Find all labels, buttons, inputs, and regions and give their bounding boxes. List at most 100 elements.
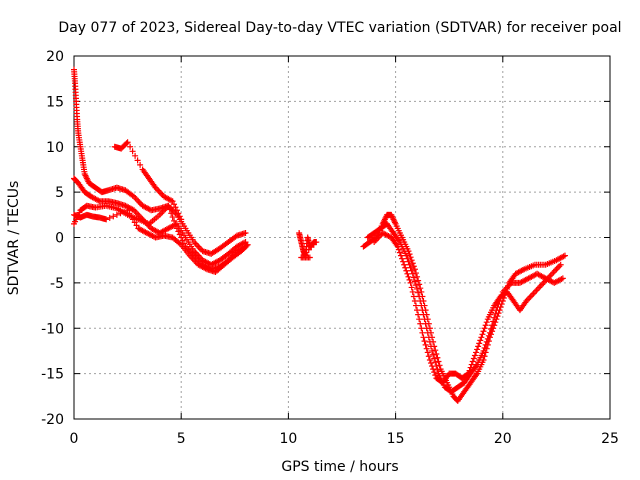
data-point: [434, 354, 441, 361]
series-track-f: [296, 229, 320, 261]
data-point: [412, 270, 419, 277]
data-point: [400, 258, 407, 265]
data-point: [403, 252, 410, 259]
data-point: [179, 237, 186, 244]
data-point: [404, 255, 411, 262]
data-point: [134, 157, 141, 164]
data-point: [475, 343, 482, 350]
data-point: [405, 258, 412, 265]
data-point: [480, 347, 487, 354]
data-point: [481, 325, 488, 332]
data-point: [132, 152, 139, 159]
data-point: [423, 345, 430, 352]
data-point: [435, 358, 442, 365]
data-point: [430, 366, 437, 373]
data-point: [436, 362, 443, 369]
data-point: [397, 252, 404, 259]
data-point: [469, 358, 476, 365]
data-point: [464, 371, 471, 378]
data-point: [488, 326, 495, 333]
data-point: [399, 255, 406, 262]
x-tick-label: 0: [70, 431, 79, 447]
data-point: [420, 334, 427, 341]
data-point: [129, 148, 136, 155]
data-point: [408, 267, 415, 274]
data-point: [427, 360, 434, 367]
data-point: [481, 353, 488, 360]
y-tick-label: -10: [41, 321, 64, 337]
data-point: [172, 204, 179, 211]
data-point: [173, 207, 180, 214]
data-point: [408, 284, 415, 291]
series-track-i: [371, 229, 564, 386]
y-tick-labels: -20 -15 -10 -5 0 5 10 15 20: [41, 49, 64, 428]
data-point: [411, 298, 418, 305]
y-tick-label: -20: [41, 412, 64, 428]
data-point: [406, 276, 413, 283]
data-point: [473, 349, 479, 356]
data-point: [414, 273, 421, 280]
data-point: [561, 252, 568, 259]
data-point: [415, 311, 422, 318]
y-axis-label: SDTVAR / TECUs: [6, 181, 22, 296]
data-point: [411, 278, 418, 285]
data-point: [465, 370, 472, 377]
data-point: [431, 369, 438, 376]
data-point: [482, 341, 489, 348]
x-tick-label: 20: [494, 431, 512, 447]
data-point: [133, 222, 140, 229]
data-point: [466, 367, 473, 374]
data-point: [427, 343, 434, 350]
y-tick-label: 15: [46, 94, 64, 110]
x-tick-label: 25: [601, 431, 619, 447]
data-point: [434, 366, 441, 373]
data-point: [468, 361, 475, 368]
y-tick-label: -5: [50, 276, 64, 292]
data-point: [421, 316, 428, 323]
data-point: [492, 310, 499, 317]
data-point: [409, 270, 416, 277]
data-point: [419, 329, 426, 336]
data-point: [471, 352, 478, 359]
data-point: [175, 228, 182, 235]
data-point: [181, 240, 188, 247]
data-point: [242, 243, 249, 250]
data-point: [123, 140, 130, 147]
data-point: [429, 347, 436, 354]
data-point: [432, 372, 439, 379]
data-point: [423, 325, 430, 332]
data-point: [405, 273, 412, 280]
data-point: [416, 316, 423, 323]
data-point: [416, 281, 423, 288]
data-point: [557, 261, 564, 268]
data-point: [165, 202, 172, 209]
data-point: [394, 243, 401, 250]
data-point: [486, 329, 493, 336]
data-point: [477, 337, 484, 344]
data-point: [494, 304, 501, 311]
data-point: [178, 234, 185, 241]
data-point: [418, 302, 425, 309]
data-point: [474, 346, 481, 353]
data-point: [481, 344, 488, 351]
series-track-a: [71, 66, 249, 257]
data-point: [424, 349, 431, 356]
data-point: [425, 334, 432, 341]
data-point: [491, 314, 498, 321]
x-axis-label: GPS time / hours: [281, 459, 398, 475]
data-point: [420, 311, 427, 318]
data-point: [395, 246, 402, 253]
data-point: [166, 206, 173, 213]
data-point: [417, 298, 424, 305]
data-point: [426, 357, 433, 364]
data-point: [396, 249, 403, 256]
data-point: [484, 335, 491, 342]
data-point: [127, 143, 134, 150]
data-point: [429, 363, 436, 370]
data-point: [480, 328, 487, 335]
data-point: [485, 332, 492, 339]
data-point: [407, 254, 414, 261]
data-point: [110, 213, 117, 220]
y-tick-label: 10: [46, 140, 64, 156]
